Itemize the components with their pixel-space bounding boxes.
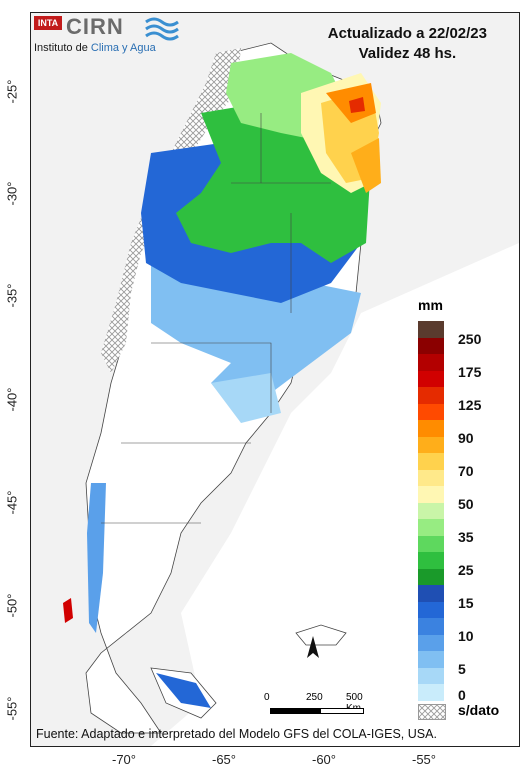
logo-subtitle: Instituto de Clima y Agua [34, 42, 156, 54]
source-footer: Fuente: Adaptado e interpretado del Mode… [36, 727, 437, 741]
legend-label: 250 [458, 331, 482, 347]
legend-color-step [418, 469, 444, 486]
legend-colorbar [418, 321, 444, 717]
legend-color-step [418, 519, 444, 536]
legend-color-step [418, 321, 444, 338]
no-data-label: s/dato [458, 702, 500, 718]
precip-125mm [349, 97, 365, 113]
legend-color-step [418, 486, 444, 503]
legend-color-step [418, 684, 444, 701]
scale-bar: 0 250 500 Km [262, 690, 372, 730]
logo-subtitle-prefix: Instituto de [34, 42, 91, 54]
legend-label: 35 [458, 529, 474, 545]
legend-label: 10 [458, 628, 474, 644]
lat-tick: -50° [4, 593, 20, 618]
validity: Validez 48 hs. [358, 45, 457, 62]
map-header: Actualizado a 22/02/23 Validez 48 hs. [328, 24, 487, 64]
legend-label: 50 [458, 496, 474, 512]
lat-tick: -25° [4, 79, 20, 104]
lon-tick: -55° [412, 752, 436, 767]
precip-coast-blue [87, 483, 106, 633]
legend-color-step [418, 436, 444, 453]
lon-tick: -60° [312, 752, 336, 767]
scale-label: 0 [264, 692, 270, 703]
legend-color-step [418, 535, 444, 552]
lat-tick: -45° [4, 490, 20, 515]
legend-label: 15 [458, 595, 474, 611]
legend-color-step [418, 370, 444, 387]
scale-bar-white [320, 708, 364, 714]
legend-label: 125 [458, 397, 482, 413]
precip-5mm-patch [211, 373, 281, 423]
waves-icon [145, 17, 179, 41]
legend-color-step [418, 667, 444, 684]
legend-label: 175 [458, 364, 482, 380]
precip-90mm-se [351, 138, 381, 193]
legend-label: 70 [458, 463, 474, 479]
legend-unit: mm [418, 297, 443, 313]
legend-label: 0 [458, 687, 466, 703]
cirn-logo: INTA CIRN Instituto de Clima y Agua [34, 14, 184, 64]
lon-tick: -70° [112, 752, 136, 767]
scale-bar-black [270, 708, 320, 714]
precip-5mm [151, 263, 361, 408]
legend-color-step [418, 651, 444, 668]
updated-date: Actualizado a 22/02/23 [327, 25, 487, 42]
legend-color-step [418, 634, 444, 651]
no-data-swatch [418, 704, 446, 720]
legend-color-step [418, 387, 444, 404]
north-arrow-icon [307, 636, 319, 658]
legend-label: 90 [458, 430, 474, 446]
precipitation-map [31, 13, 519, 746]
legend-color-step [418, 601, 444, 618]
legend-color-step [418, 568, 444, 585]
province-borders [101, 113, 331, 524]
legend-color-step [418, 585, 444, 602]
legend-color-step [418, 502, 444, 519]
legend-color-step [418, 618, 444, 635]
logo-subtitle-highlight: Clima y Agua [90, 42, 156, 54]
inta-logo: INTA [34, 16, 62, 30]
map-frame [30, 12, 520, 747]
precip-tdf-blue [156, 673, 211, 708]
legend-label: 5 [458, 661, 466, 677]
legend-color-step [418, 337, 444, 354]
legend-color-step [418, 354, 444, 371]
cirn-wordmark: CIRN [66, 14, 124, 39]
legend-color-step [418, 403, 444, 420]
malvinas [295, 624, 347, 646]
precip-coast-red [63, 598, 73, 623]
legend-label: 25 [458, 562, 474, 578]
no-data-andes [101, 48, 241, 373]
lat-tick: -40° [4, 387, 20, 412]
lat-tick: -55° [4, 696, 20, 721]
legend-color-step [418, 552, 444, 569]
lon-tick: -65° [212, 752, 236, 767]
legend-color-step [418, 420, 444, 437]
legend-color-step [418, 453, 444, 470]
scale-label: 250 [306, 692, 323, 703]
lat-tick: -30° [4, 181, 20, 206]
lat-tick: -35° [4, 283, 20, 308]
